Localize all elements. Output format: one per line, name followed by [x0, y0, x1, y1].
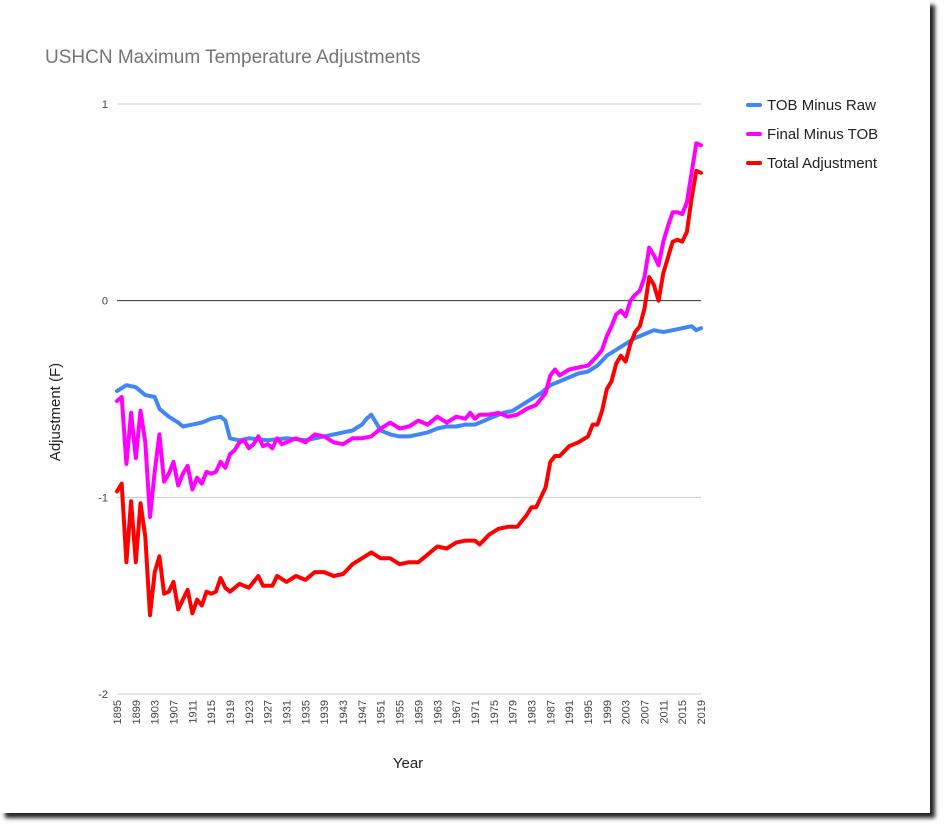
- x-tick-label: 1923: [244, 700, 256, 724]
- x-tick-label: 2019: [696, 700, 708, 724]
- gridlines: [117, 103, 701, 695]
- x-tick-label: 1975: [489, 700, 501, 724]
- x-tick-label: 1899: [131, 700, 143, 724]
- x-tick-label: 1991: [564, 700, 576, 724]
- y-axis-title: Adjustment (F): [47, 363, 64, 461]
- y-tick-label: -2: [98, 689, 108, 701]
- x-tick-label: 1979: [508, 700, 520, 724]
- x-tick-label: 1963: [432, 700, 444, 724]
- series-line-2: [115, 141, 703, 519]
- x-tick-label: 1999: [602, 700, 614, 724]
- x-tick-label: 1971: [470, 700, 482, 724]
- x-tick-label: 1995: [583, 700, 595, 724]
- legend-label: Total Adjustment: [767, 155, 878, 172]
- x-tick-label: 2015: [677, 700, 689, 724]
- legend: TOB Minus Raw Final Minus TOB Total Adjust…: [746, 97, 878, 172]
- x-tick-label: 2007: [639, 700, 651, 724]
- x-tick-label: 1903: [150, 700, 162, 724]
- legend-label: TOB Minus Raw: [767, 97, 876, 114]
- series-line-3: [115, 168, 703, 618]
- x-tick-label: 2003: [621, 700, 633, 724]
- x-tick-label: 1915: [206, 700, 218, 724]
- x-tick-label: 2011: [658, 700, 670, 724]
- y-tick-label: 1: [102, 99, 108, 111]
- x-axis-title: Year: [393, 755, 423, 772]
- x-axis-ticks: 1895 1899 1903 1907 1911 1915 1919 1923 1927 1931…: [112, 700, 708, 724]
- x-tick-label: 1931: [282, 700, 294, 724]
- x-tick-label: 1959: [413, 700, 425, 724]
- series-line-1: [115, 324, 703, 443]
- x-tick-label: 1967: [451, 700, 463, 724]
- line-chart: USHCN Maximum Temperature Adjustments 1 0…: [45, 47, 878, 772]
- chart-frame: USHCN Maximum Temperature Adjustments 1 0…: [45, 47, 879, 772]
- x-tick-label: 1911: [187, 700, 199, 724]
- chart-title: USHCN Maximum Temperature Adjustments: [45, 47, 421, 68]
- x-tick-label: 1947: [357, 700, 369, 724]
- x-tick-label: 1983: [526, 700, 538, 724]
- x-tick-label: 1927: [263, 700, 275, 724]
- x-tick-label: 1955: [395, 700, 407, 724]
- y-tick-label: 0: [102, 296, 108, 308]
- x-tick-label: 1987: [545, 700, 557, 724]
- series-lines: [115, 141, 703, 618]
- x-tick-label: 1943: [338, 700, 350, 724]
- x-tick-label: 1935: [300, 700, 312, 724]
- x-tick-label: 1939: [319, 700, 331, 724]
- x-tick-label: 1895: [112, 700, 124, 724]
- x-tick-label: 1919: [225, 700, 237, 724]
- y-tick-label: -1: [98, 492, 108, 504]
- x-tick-label: 1951: [376, 700, 388, 724]
- x-tick-label: 1907: [169, 700, 181, 724]
- legend-label: Final Minus TOB: [767, 126, 878, 143]
- y-axis-ticks: 1 0 -1 -2: [98, 99, 108, 701]
